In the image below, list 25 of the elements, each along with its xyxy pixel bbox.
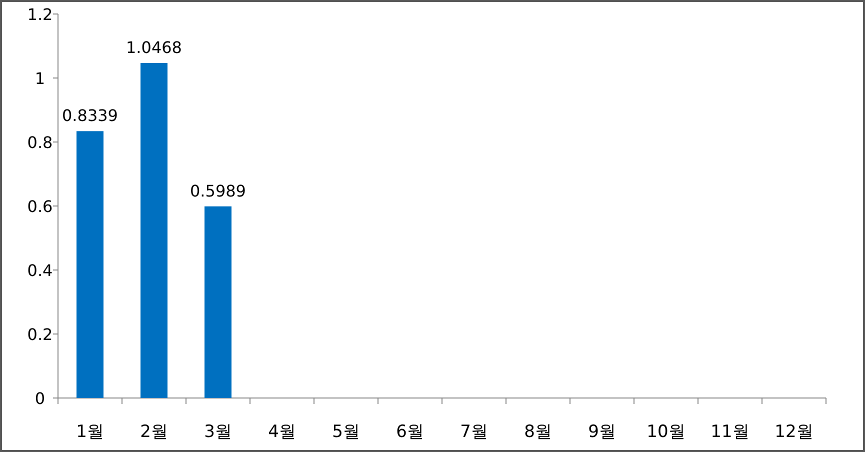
data-label: 0.5989 (190, 181, 246, 200)
y-tick-label: 1 (34, 69, 46, 88)
y-tick-label: 1.2 (27, 5, 53, 24)
x-tick-label: 2월 (140, 422, 168, 442)
y-tick-label: 0.6 (27, 197, 53, 216)
bar (140, 63, 168, 398)
x-tick-label: 9월 (588, 422, 616, 442)
y-tick-label: 0.8 (27, 133, 53, 152)
data-label: 1.0468 (126, 38, 182, 58)
x-tick-label: 7월 (460, 422, 488, 442)
x-tick-label: 4월 (268, 422, 296, 442)
x-tick-label: 1월 (76, 422, 104, 442)
data-label: 0.8339 (62, 106, 118, 126)
x-tick-label: 11월 (710, 422, 750, 442)
y-tick-label: 0.2 (27, 325, 53, 344)
x-tick-label: 3월 (204, 422, 232, 442)
bar (204, 206, 232, 398)
x-tick-label: 12월 (774, 422, 814, 442)
x-tick-label: 8월 (524, 422, 552, 442)
x-tick-label: 10월 (646, 422, 686, 442)
y-tick-label: 0 (34, 389, 46, 408)
x-tick-label: 6월 (396, 422, 424, 442)
x-tick-label: 5월 (332, 422, 360, 442)
y-tick-label: 0.4 (27, 261, 53, 280)
bar (76, 131, 104, 398)
